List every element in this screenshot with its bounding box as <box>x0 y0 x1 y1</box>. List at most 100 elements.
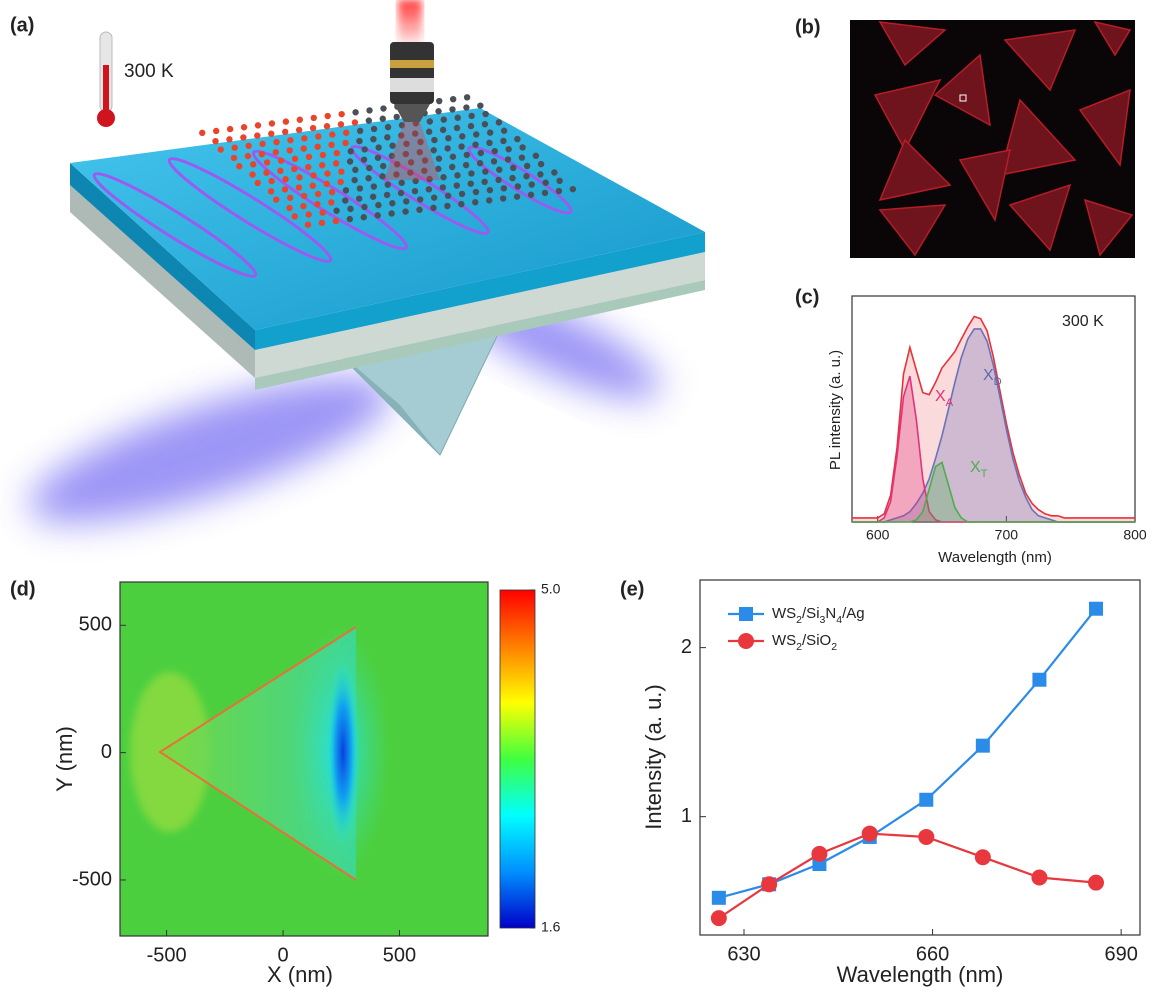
atom <box>282 186 288 192</box>
atom <box>501 185 507 191</box>
x-tick-label: 800 <box>1123 527 1147 543</box>
atom <box>450 96 456 102</box>
atom <box>399 180 405 186</box>
atom <box>510 165 516 171</box>
atom <box>529 181 535 187</box>
figure: 300 K (a)(b)(c)(d)(e)600700800Wavelength… <box>0 0 1152 994</box>
atom <box>402 208 408 214</box>
panel-label: (d) <box>10 578 36 600</box>
atom <box>472 199 478 205</box>
atom <box>287 147 293 153</box>
atom <box>269 120 275 126</box>
atom <box>343 130 349 136</box>
atom <box>297 117 303 123</box>
atom <box>389 200 395 206</box>
atom <box>366 107 372 113</box>
atom <box>338 121 344 127</box>
thermometer-fill <box>103 65 109 115</box>
atom <box>231 155 237 161</box>
atom <box>473 189 479 195</box>
atom <box>227 126 233 132</box>
y-tick-label: 0 <box>101 741 112 763</box>
atom <box>361 156 367 162</box>
atom <box>324 170 330 176</box>
atom <box>259 151 265 157</box>
atom <box>273 196 279 202</box>
y-tick-label: 500 <box>79 614 112 636</box>
atom <box>388 210 394 216</box>
atom <box>356 195 362 201</box>
marker <box>1089 602 1103 616</box>
atom <box>431 194 437 200</box>
atom <box>472 141 478 147</box>
atom <box>296 174 302 180</box>
thermometer-bulb <box>97 109 115 127</box>
atom <box>375 212 381 218</box>
atom <box>310 125 316 131</box>
panel-label: (c) <box>795 286 819 308</box>
line <box>719 609 1096 898</box>
atom <box>311 115 317 121</box>
marker <box>712 891 726 905</box>
atom <box>352 109 358 115</box>
atom <box>264 159 270 165</box>
atom <box>351 177 357 183</box>
colorbar <box>500 590 535 928</box>
atom <box>468 180 474 186</box>
atom <box>445 135 451 141</box>
atom <box>412 188 418 194</box>
atom <box>459 133 465 139</box>
atom <box>305 164 311 170</box>
atom <box>482 168 488 174</box>
atom <box>287 137 293 143</box>
atom <box>556 178 562 184</box>
atom <box>338 179 344 185</box>
page: 300 K (a)(b)(c)(d)(e)600700800Wavelength… <box>0 0 1152 994</box>
atom <box>292 213 298 219</box>
atom <box>435 108 441 114</box>
atom <box>514 193 520 199</box>
atom <box>430 205 436 211</box>
marker <box>1031 870 1047 886</box>
atom <box>477 102 483 108</box>
marker <box>1032 673 1046 687</box>
atom <box>491 158 497 164</box>
atom <box>325 113 331 119</box>
atom <box>473 131 479 137</box>
atom <box>444 203 450 209</box>
atom <box>384 134 390 140</box>
field-map <box>120 582 488 936</box>
atom <box>416 207 422 213</box>
atom <box>487 187 493 193</box>
atom <box>486 140 492 146</box>
atom <box>440 174 446 180</box>
atom <box>338 111 344 117</box>
field-minimum <box>327 660 359 844</box>
atom <box>431 147 437 153</box>
atom <box>464 94 470 100</box>
atom <box>328 142 334 148</box>
atom <box>570 186 576 192</box>
atom <box>389 142 395 148</box>
marker <box>975 849 991 865</box>
atom <box>273 139 279 145</box>
atom <box>384 192 390 198</box>
atom <box>296 184 302 190</box>
panel-label: (e) <box>620 578 644 600</box>
atom <box>375 155 381 161</box>
atom <box>361 214 367 220</box>
atom <box>505 156 511 162</box>
annotation-subscript: A <box>946 397 954 409</box>
atom <box>431 137 437 143</box>
marker <box>862 826 878 842</box>
atom <box>454 172 460 178</box>
atom <box>440 127 446 133</box>
atom <box>357 128 363 134</box>
atom <box>320 152 326 158</box>
atom <box>286 205 292 211</box>
atom <box>291 166 297 172</box>
atom <box>542 179 548 185</box>
legend-label: WS2/SiO2 <box>772 632 837 653</box>
atom <box>505 146 511 152</box>
atom <box>538 161 544 167</box>
